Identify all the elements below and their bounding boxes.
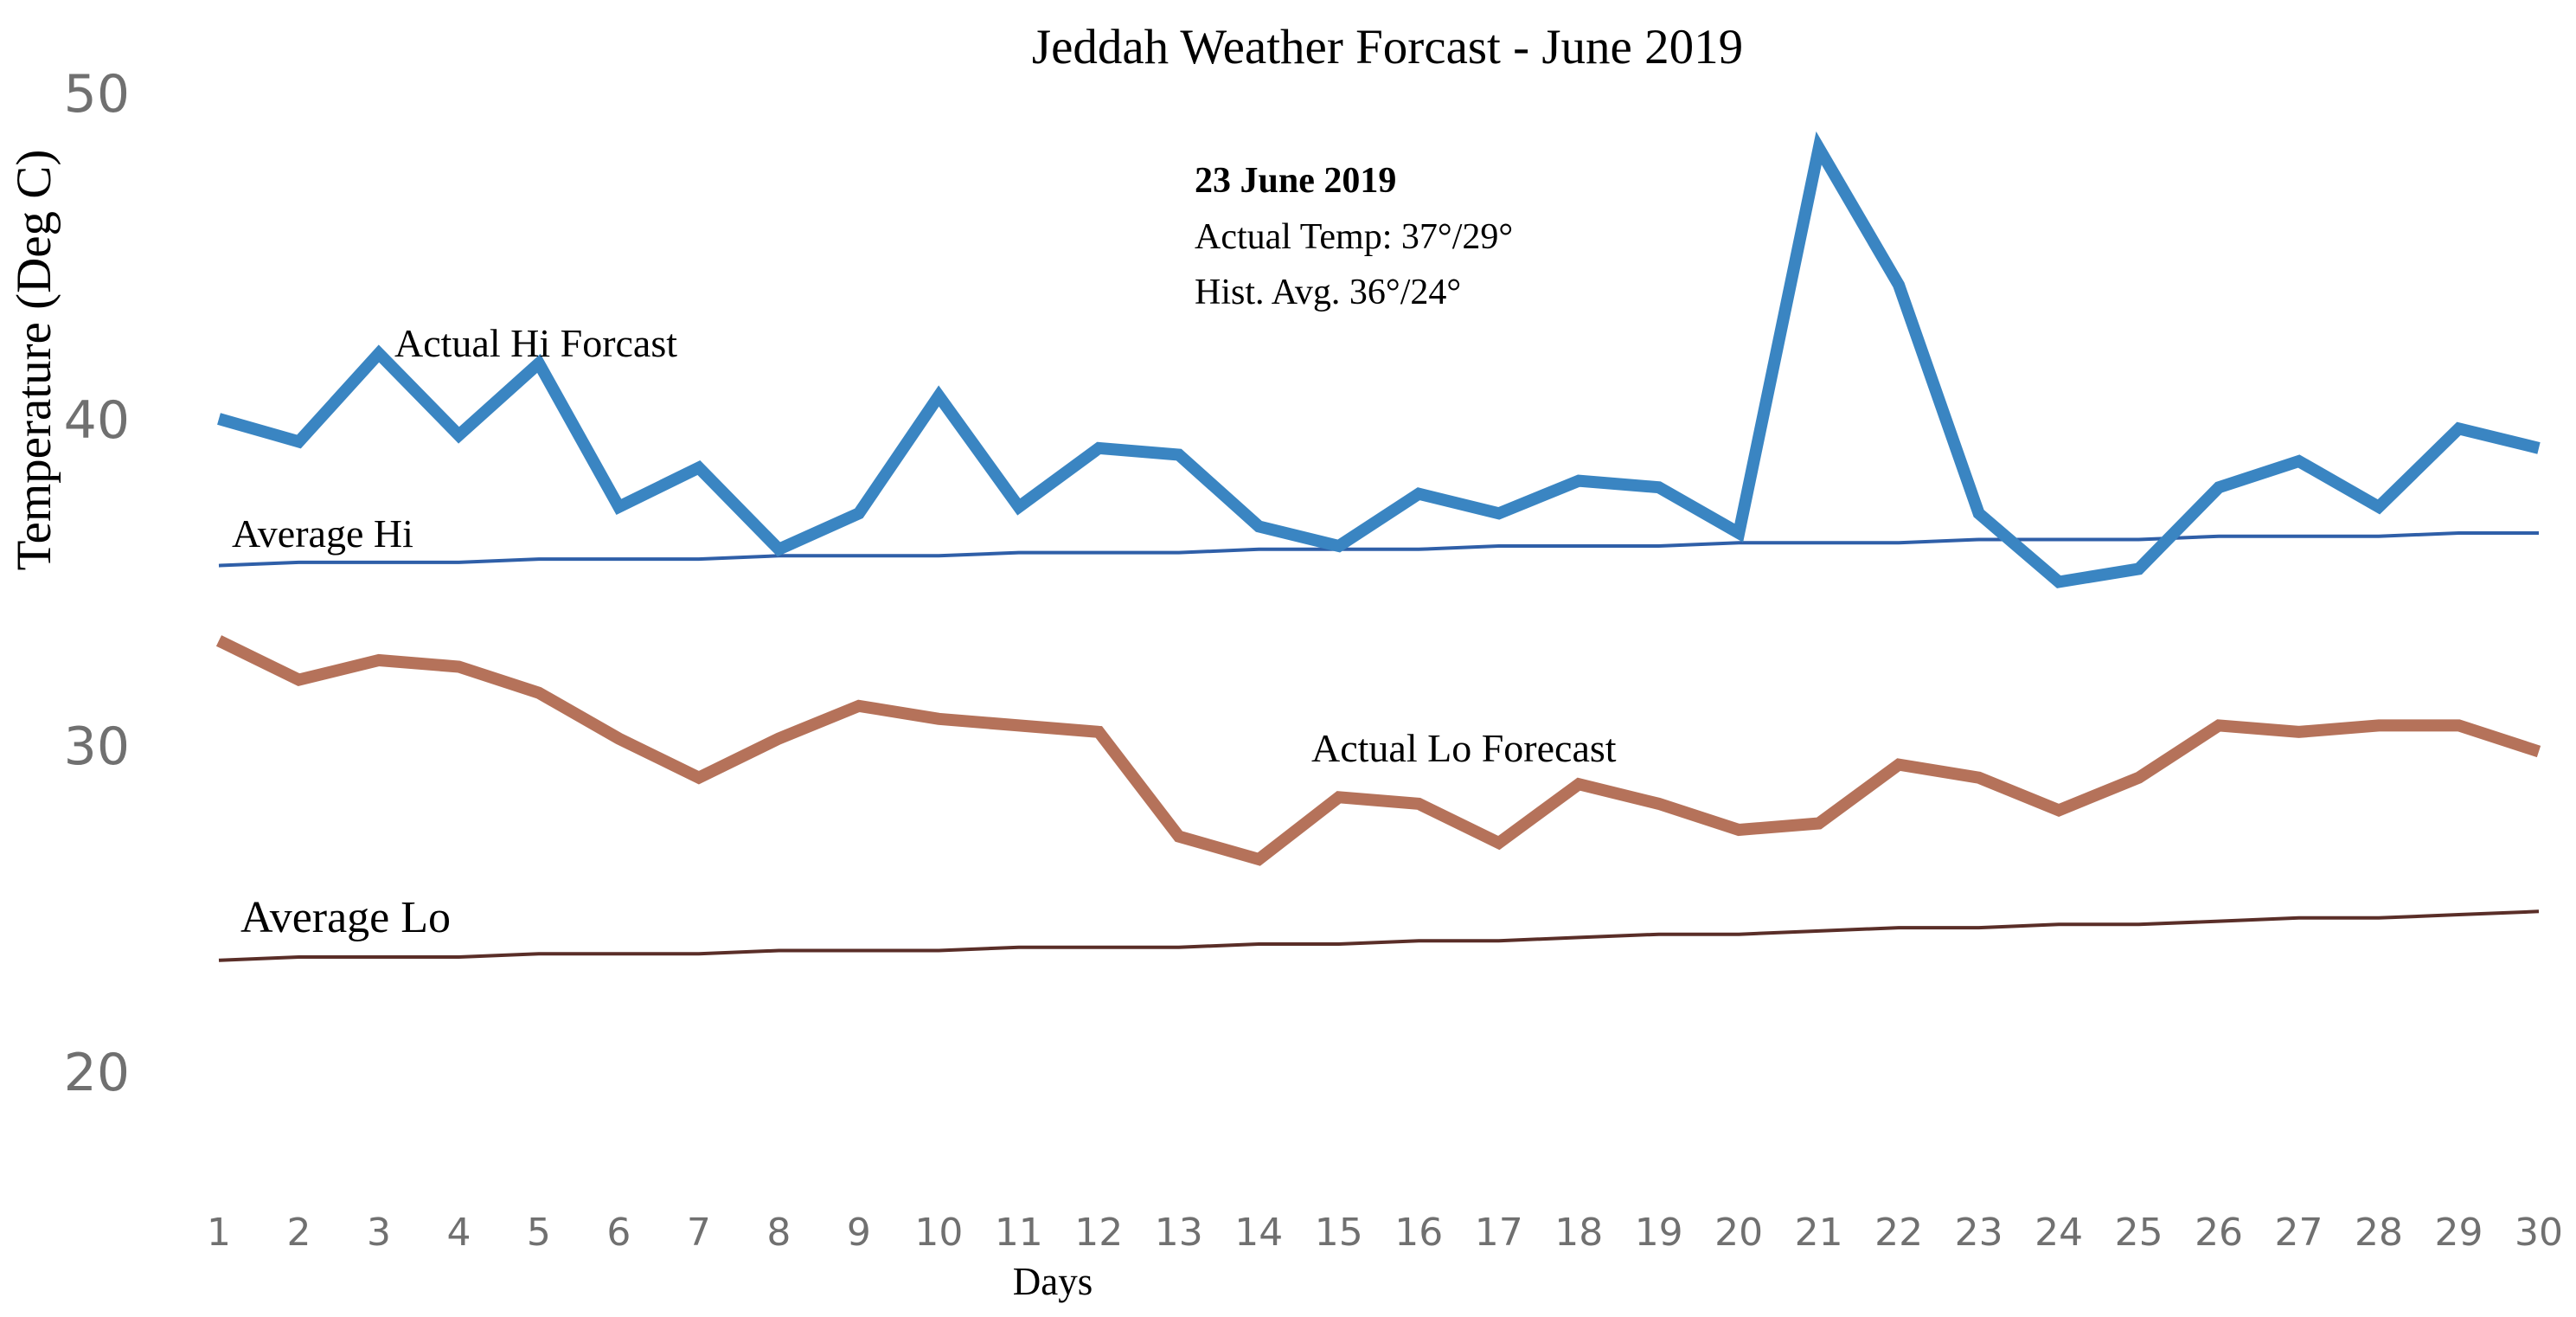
x-tick-label: 20	[1714, 1211, 1763, 1255]
y-tick-label: 50	[64, 64, 130, 125]
x-tick-label: 9	[847, 1211, 871, 1255]
annotation-date: 23 June 2019	[1195, 161, 1396, 201]
x-tick-label: 7	[687, 1211, 711, 1255]
x-tick-label: 28	[2355, 1211, 2403, 1255]
x-tick-label: 23	[1955, 1211, 2003, 1255]
x-tick-label: 29	[2435, 1211, 2483, 1255]
x-tick-label: 16	[1394, 1211, 1443, 1255]
x-tick-label: 25	[2115, 1211, 2163, 1255]
x-tick-label: 24	[2035, 1211, 2083, 1255]
label-average-lo: Average Lo	[240, 893, 451, 942]
x-tick-label: 21	[1795, 1211, 1843, 1255]
x-tick-label: 12	[1074, 1211, 1123, 1255]
y-tick-label: 20	[64, 1043, 130, 1103]
y-tick-label: 30	[64, 716, 130, 777]
chart-title: Jeddah Weather Forcast - June 2019	[1032, 20, 1743, 74]
x-tick-label: 27	[2275, 1211, 2323, 1255]
x-tick-label: 8	[766, 1211, 791, 1255]
series-group	[215, 131, 2541, 962]
x-tick-label: 19	[1635, 1211, 1683, 1255]
series-line-average-hi	[218, 531, 2539, 568]
x-tick-label: 13	[1155, 1211, 1203, 1255]
x-tick-label: 4	[446, 1211, 471, 1255]
series-line-actual-lo-forecast	[215, 635, 2541, 866]
label-actual-lo: Actual Lo Forecast	[1311, 726, 1617, 770]
annotation-hist-avg: Hist. Avg. 36°/24°	[1195, 273, 1461, 312]
x-tick-label: 6	[606, 1211, 631, 1255]
x-tick-label: 3	[367, 1211, 391, 1255]
x-tick-label: 5	[527, 1211, 551, 1255]
x-tick-label: 26	[2195, 1211, 2243, 1255]
label-actual-hi: Actual Hi Forcast	[394, 321, 677, 365]
x-tick-label: 30	[2515, 1211, 2563, 1255]
x-tick-label: 15	[1315, 1211, 1363, 1255]
x-tick-label: 14	[1234, 1211, 1283, 1255]
series-line-actual-hi-forcast	[217, 131, 2541, 588]
y-axis-label: Temperature (Deg C)	[7, 150, 61, 571]
y-axis: 20 30 40 50	[64, 64, 130, 1103]
label-average-hi: Average Hi	[232, 511, 413, 556]
x-tick-label: 11	[995, 1211, 1043, 1255]
x-tick-label: 18	[1554, 1211, 1603, 1255]
x-tick-label: 17	[1475, 1211, 1523, 1255]
x-axis-label: Days	[1013, 1260, 1093, 1303]
x-axis: 1 2 3 4 5 6 7 8 9 10 11 12 13 14 15 16 17 18 19 20 21 22 23 24 2…	[207, 1211, 2563, 1255]
annotation-box: 23 June 2019 Actual Temp: 37°/29° Hist. …	[1195, 161, 1513, 312]
x-tick-label: 10	[914, 1211, 963, 1255]
series-line-average-lo	[218, 909, 2540, 962]
x-tick-label: 22	[1874, 1211, 1923, 1255]
annotation-actual-temp: Actual Temp: 37°/29°	[1195, 217, 1513, 257]
x-tick-label: 2	[286, 1211, 311, 1255]
y-tick-label: 40	[64, 390, 130, 451]
x-tick-label: 1	[207, 1211, 231, 1255]
